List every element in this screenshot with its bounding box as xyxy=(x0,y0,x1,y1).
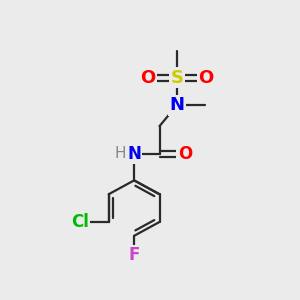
Text: H: H xyxy=(115,146,126,161)
Text: O: O xyxy=(198,69,213,87)
Text: N: N xyxy=(169,96,184,114)
Text: Cl: Cl xyxy=(71,213,89,231)
Text: O: O xyxy=(178,145,192,163)
Text: O: O xyxy=(140,69,156,87)
Text: F: F xyxy=(128,247,140,265)
Text: N: N xyxy=(127,145,141,163)
Text: S: S xyxy=(170,69,183,87)
